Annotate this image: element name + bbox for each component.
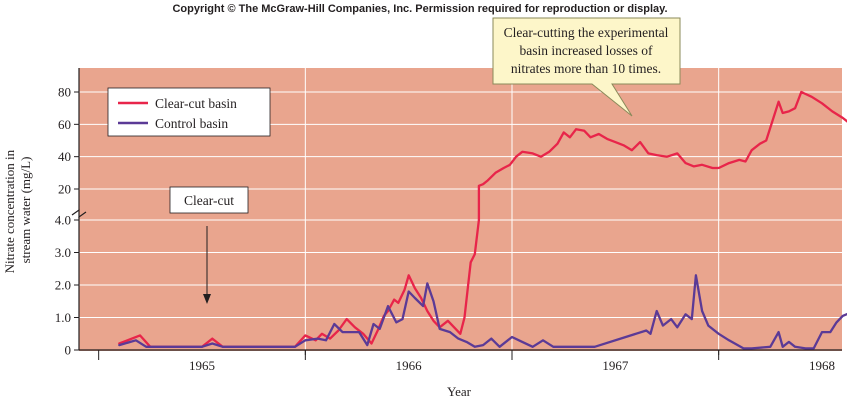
y-tick-label: 4.0 — [55, 213, 71, 228]
clear-cut-arrowhead — [203, 294, 211, 304]
callout-annotation: Clear-cutting the experimental basin inc… — [492, 17, 681, 117]
x-tick-label: 1968 — [809, 358, 835, 373]
y-axis-title: Nitrate concentration in stream water (m… — [2, 147, 33, 274]
legend-label-clear-cut: Clear-cut basin — [155, 96, 237, 111]
y-axis-title-line-2: stream water (mg/L) — [18, 157, 33, 264]
y-tick-label: 60 — [58, 117, 71, 132]
y-tick-label: 40 — [58, 149, 71, 164]
x-tick-label: 1965 — [189, 358, 215, 373]
axis-break-mark — [71, 208, 87, 219]
y-tick-label: 2.0 — [55, 278, 71, 293]
y-tick-label: 3.0 — [55, 245, 71, 260]
clear-cut-label-box — [169, 186, 249, 214]
legend-label-control: Control basin — [155, 116, 228, 131]
callout-line-2: basin increased losses of — [519, 43, 653, 58]
callout-line-1: Clear-cutting the experimental — [504, 25, 669, 40]
y-axis-ticks: 0 1.0 2.0 3.0 4.0 20 40 60 80 — [55, 85, 79, 358]
x-axis-title: Year — [447, 384, 472, 399]
series-line-control — [118, 274, 847, 350]
callout-bubble — [492, 17, 681, 117]
legend: Clear-cut basin Control basin — [107, 87, 271, 137]
copyright-notice: Copyright © The McGraw-Hill Companies, I… — [172, 3, 667, 15]
series-lines — [118, 90, 847, 350]
x-axis-ticks: 1965 1966 1967 1968 — [98, 350, 835, 373]
clear-cut-annotation: Clear-cut — [169, 186, 249, 304]
x-tick-label: 1967 — [602, 358, 629, 373]
callout-line-3: nitrates more than 10 times. — [511, 61, 661, 76]
y-axis-title-line-1: Nitrate concentration in — [2, 149, 17, 273]
y-tick-label: 20 — [58, 182, 71, 197]
y-tick-label: 1.0 — [55, 310, 71, 325]
y-tick-label: 0 — [65, 343, 72, 358]
y-tick-label: 80 — [58, 85, 71, 100]
x-tick-label: 1966 — [396, 358, 423, 373]
legend-box — [107, 87, 271, 137]
clear-cut-label: Clear-cut — [184, 193, 234, 208]
